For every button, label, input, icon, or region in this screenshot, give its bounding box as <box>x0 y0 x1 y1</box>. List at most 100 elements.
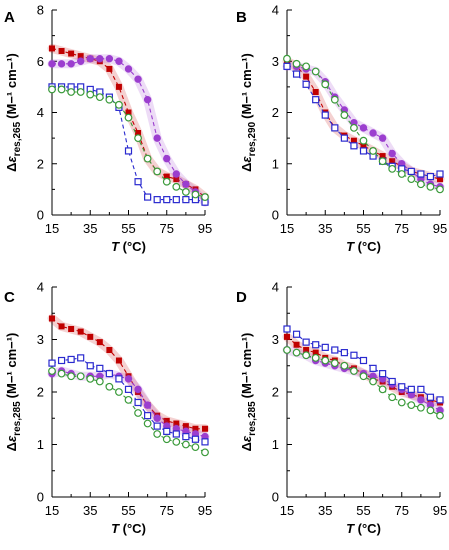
data-point <box>134 398 142 407</box>
data-point <box>77 354 85 362</box>
x-axis-label: T (°C) <box>346 521 381 536</box>
panel-B: 0 1 2 3 4 15 35 55 75 95 B T (°C) Δεres,290 (M−¹ cm−¹… <box>236 3 447 255</box>
x-tick-label: 15 <box>45 221 59 236</box>
data-point <box>416 180 425 189</box>
data-point <box>359 147 368 155</box>
data-point <box>57 369 66 378</box>
data-point <box>359 136 368 145</box>
data-point <box>115 83 122 90</box>
data-point <box>163 427 171 435</box>
data-point <box>350 137 357 144</box>
data-point <box>292 59 301 68</box>
data-point <box>48 367 56 375</box>
data-point <box>115 357 122 364</box>
data-point <box>191 190 200 199</box>
data-point <box>407 167 415 176</box>
data-point <box>143 154 152 163</box>
data-point <box>105 370 113 378</box>
data-point <box>369 377 377 386</box>
data-point <box>48 359 56 367</box>
data-point <box>292 348 301 357</box>
data-point <box>340 134 348 142</box>
data-point <box>311 67 320 76</box>
data-point <box>95 93 104 102</box>
data-point <box>153 430 162 438</box>
x-axis-label-unit: (°C) <box>119 239 146 254</box>
data-point <box>330 359 339 368</box>
data-point <box>134 75 142 83</box>
data-point <box>292 70 301 78</box>
data-point <box>312 96 320 104</box>
y-axis-label-subscript: res,265 <box>12 121 23 156</box>
panel-D: 0 1 2 3 4 15 35 55 75 95 D T (°C) Δεres,285 (M−¹ cm−¹… <box>236 280 447 537</box>
data-point <box>182 180 190 188</box>
data-point <box>172 182 181 191</box>
data-point <box>49 315 55 322</box>
data-point <box>143 419 152 428</box>
data-point <box>284 333 290 340</box>
data-point <box>182 196 190 204</box>
x-axis-label: T (°C) <box>111 521 146 536</box>
data-point <box>407 401 416 410</box>
x-tick-label: 35 <box>83 221 97 236</box>
data-point <box>57 85 66 94</box>
data-point <box>192 425 199 432</box>
data-point <box>86 90 95 99</box>
data-point <box>134 409 142 417</box>
data-point <box>153 167 162 176</box>
y-axis-label: Δεres,265 (M−¹ cm−¹) <box>4 53 23 172</box>
data-point <box>135 130 142 136</box>
data-point <box>350 367 358 375</box>
data-point <box>153 134 161 142</box>
x-tick-label: 15 <box>45 503 59 518</box>
data-point <box>417 385 425 393</box>
y-tick-label: 3 <box>272 332 279 347</box>
data-point <box>182 423 189 430</box>
data-point <box>76 88 85 96</box>
x-tick-label: 75 <box>160 221 174 236</box>
data-point <box>58 48 65 54</box>
y-tick-label: 4 <box>272 280 279 295</box>
panel-C: 0 1 2 3 4 15 35 55 75 95 C T (°C) Δεres,285 (M−¹ cm−¹… <box>4 280 212 537</box>
y-axis-label-unit: (M−¹ cm−¹) <box>4 333 19 399</box>
data-point <box>350 142 358 150</box>
series-fit-line <box>52 58 206 203</box>
y-axis-label-unit: (M−¹ cm−¹) <box>239 53 254 119</box>
data-point <box>77 53 84 60</box>
data-point <box>134 385 142 394</box>
data-point <box>417 396 425 404</box>
data-point <box>115 375 123 383</box>
y-tick-label: 3 <box>272 54 279 69</box>
x-tick-label: 35 <box>318 503 332 518</box>
data-point <box>76 372 85 381</box>
data-point <box>202 425 208 432</box>
y-axis-label-subscript: res,290 <box>247 121 258 156</box>
data-point <box>416 403 425 412</box>
y-tick-label: 8 <box>37 3 44 18</box>
x-tick-label: 35 <box>318 221 332 236</box>
data-point <box>426 182 435 191</box>
data-point <box>172 430 180 438</box>
data-point <box>182 433 190 441</box>
panel-letter: B <box>236 9 247 26</box>
data-point <box>437 176 443 183</box>
data-point <box>388 393 397 402</box>
y-axis-label-subscript: res,285 <box>12 401 23 436</box>
data-point <box>86 374 95 383</box>
data-point <box>162 177 171 186</box>
y-tick-label: 2 <box>272 385 279 400</box>
x-axis-label-unit: (°C) <box>119 521 146 536</box>
y-tick-label: 0 <box>272 490 279 505</box>
series-fit-line <box>286 328 441 401</box>
data-point <box>96 364 104 372</box>
data-point <box>173 420 180 427</box>
data-point <box>359 356 368 365</box>
x-tick-label: 95 <box>198 221 212 236</box>
data-point <box>153 414 161 422</box>
data-point <box>283 325 291 333</box>
data-point <box>96 339 103 346</box>
y-tick-label: 1 <box>272 156 279 171</box>
data-point <box>134 178 142 186</box>
data-point <box>303 347 310 353</box>
